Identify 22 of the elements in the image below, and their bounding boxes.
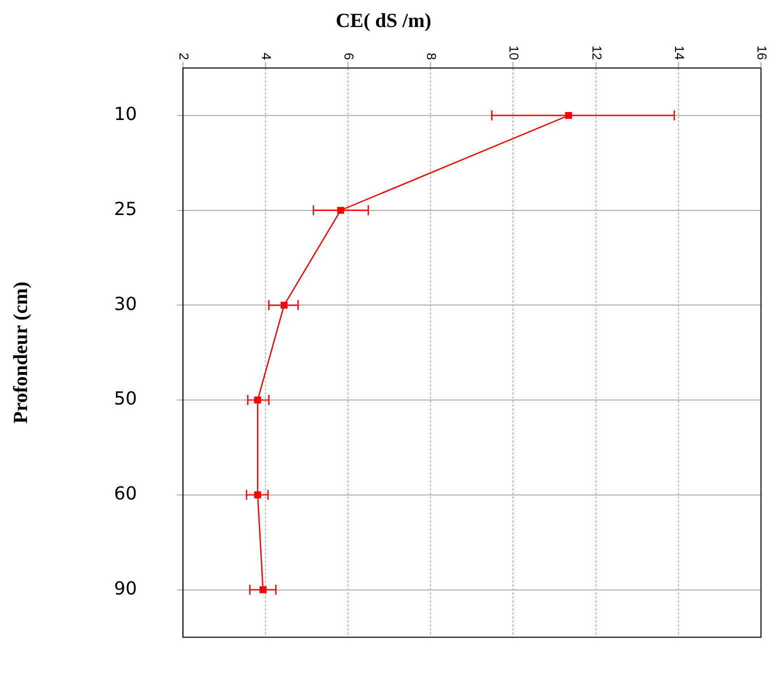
x-tick-label: 10 [506, 46, 522, 60]
y-tick-label: 50 [114, 388, 137, 410]
x-tick-label: 12 [589, 46, 604, 60]
point [254, 396, 262, 404]
x-tick-label: 4 [258, 52, 274, 60]
y-tick-label: 10 [114, 104, 137, 126]
x-tick-label: 6 [341, 52, 356, 60]
point [260, 586, 266, 594]
y-tick-label: 90 [114, 578, 137, 600]
y-axis-title: Profondeur (cm) [10, 282, 32, 424]
point [280, 302, 288, 309]
y-tick-label: 30 [114, 294, 137, 315]
point [565, 112, 572, 119]
x-tick-label: 16 [754, 46, 770, 60]
point [254, 491, 262, 498]
x-tick-label: 2 [176, 52, 192, 60]
y-tick-label: 60 [114, 484, 137, 505]
x-tick-label: 8 [424, 52, 440, 60]
y-tick-label: 25 [114, 198, 137, 220]
point [337, 206, 344, 214]
chart-title: CE( dS /m) [336, 10, 432, 32]
x-tick-label: 14 [672, 46, 687, 60]
